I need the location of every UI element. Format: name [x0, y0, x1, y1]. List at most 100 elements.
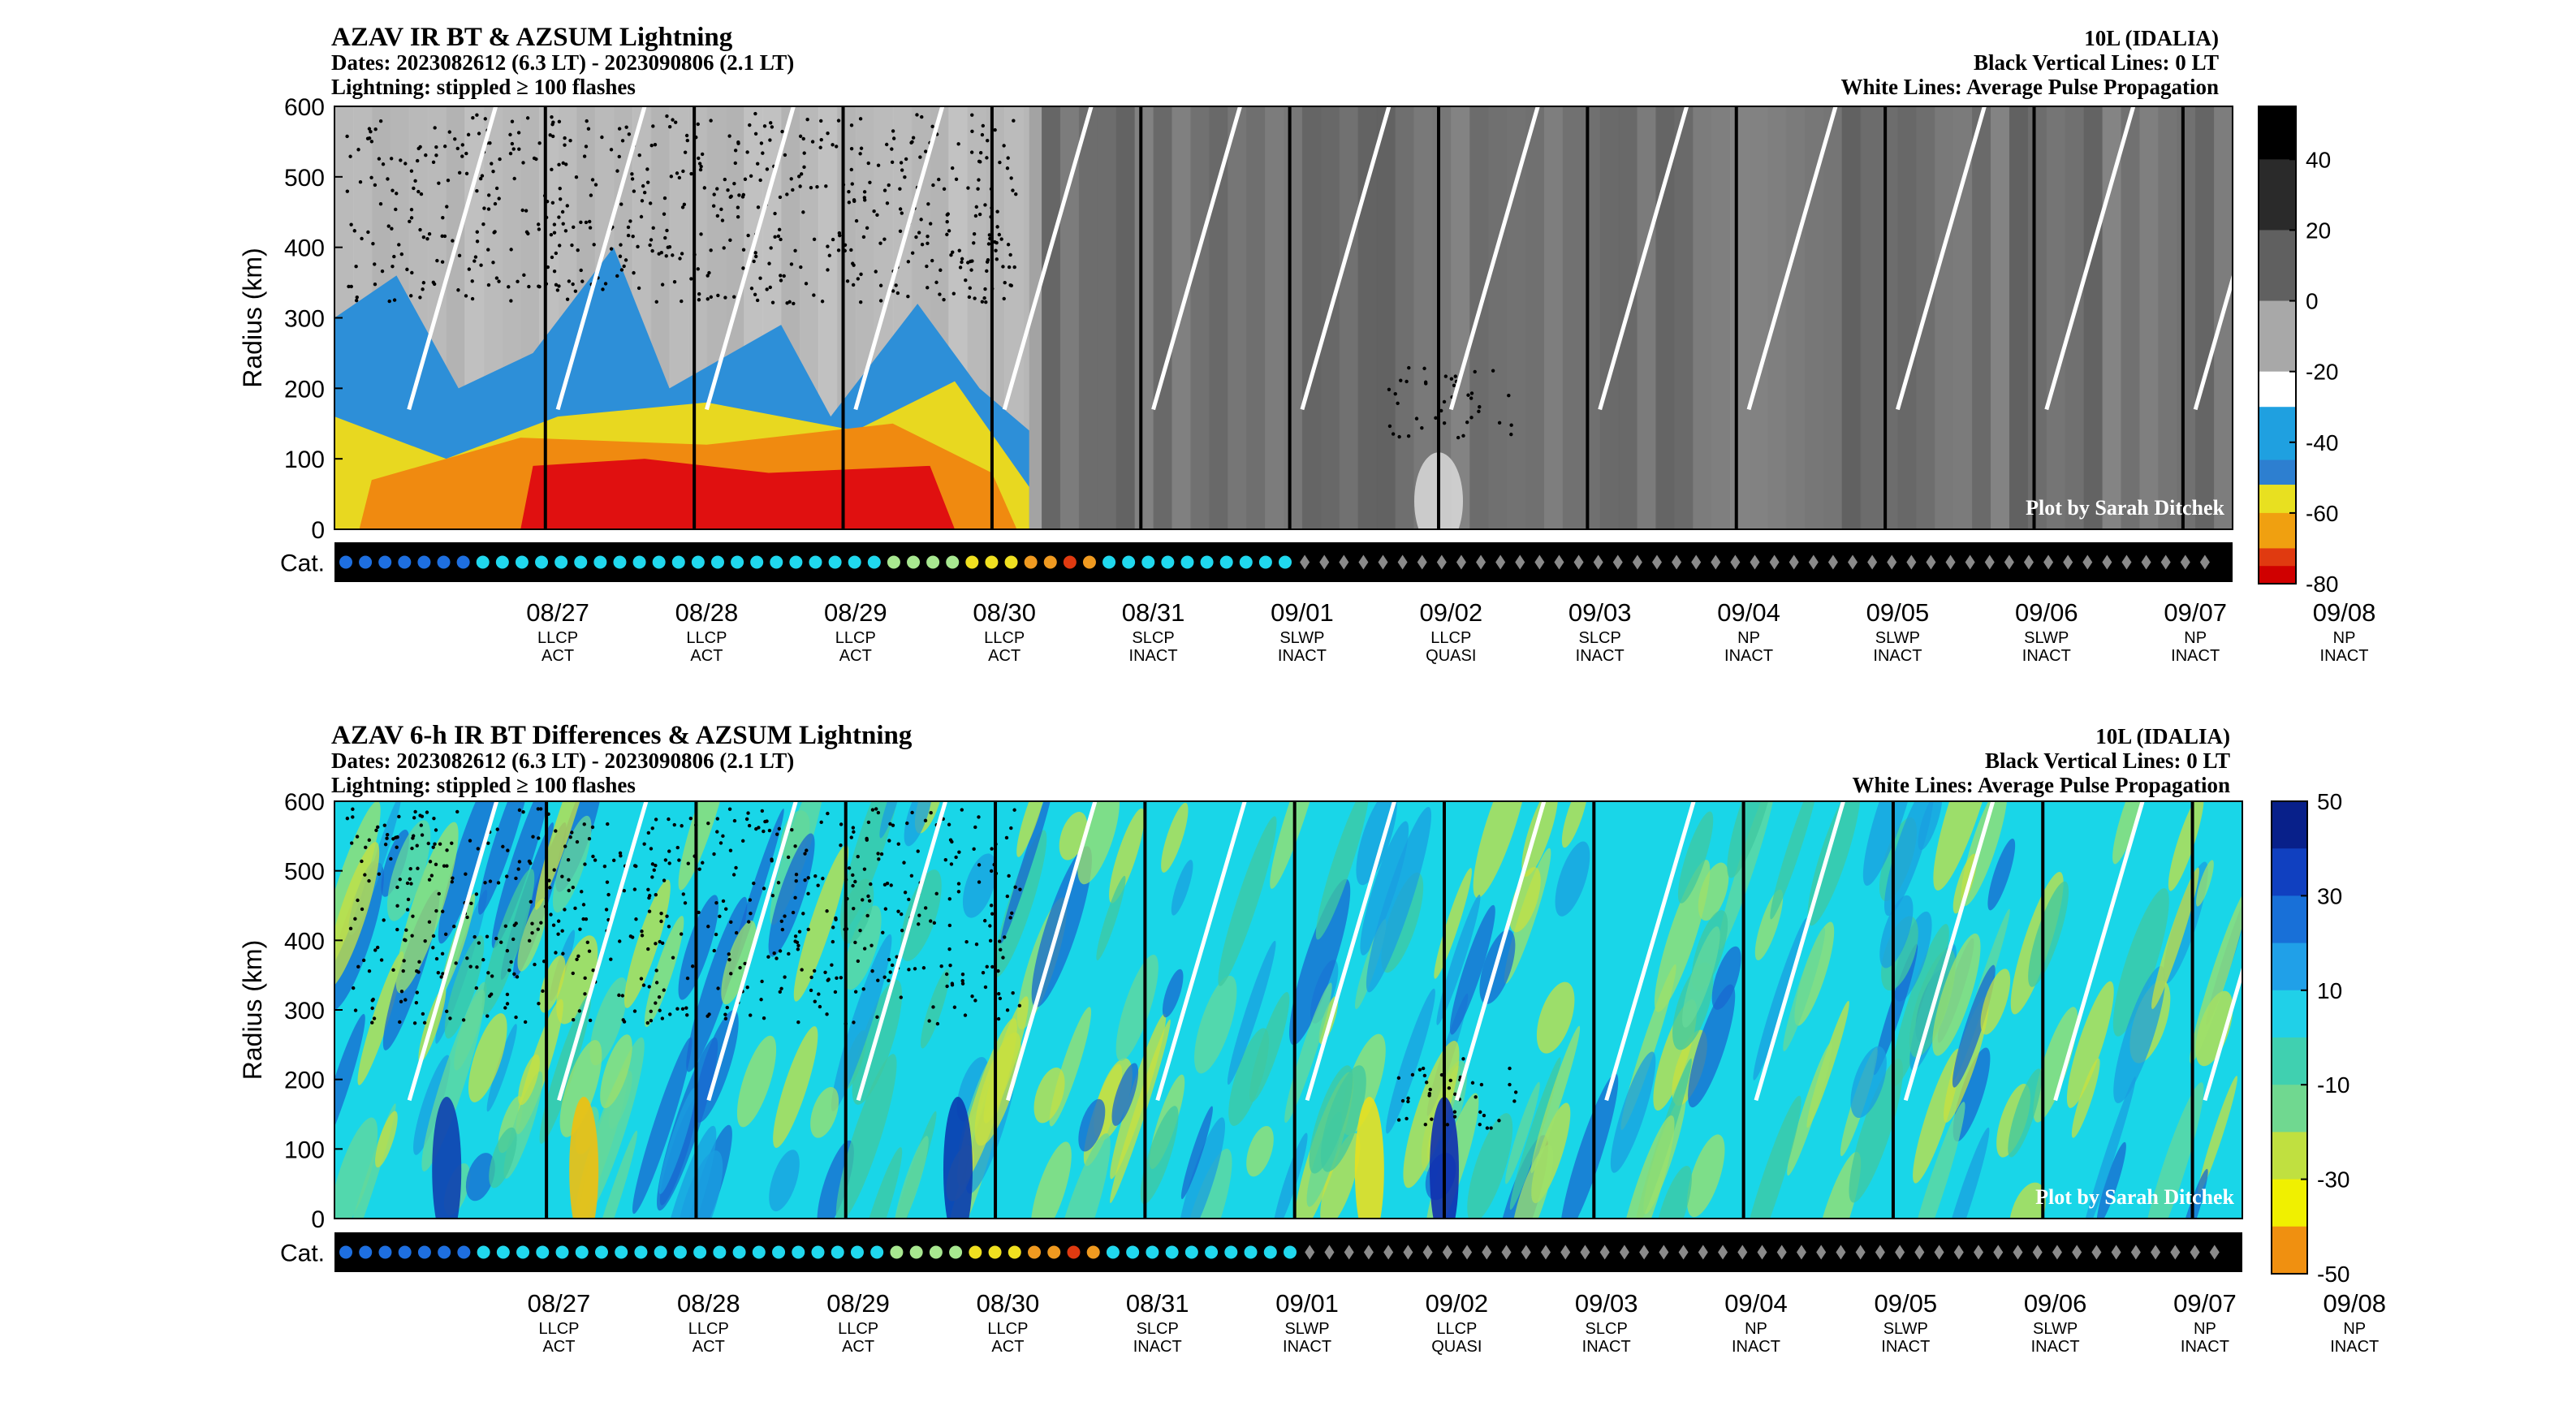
stipple-dot [361, 958, 366, 963]
stipple-dot [791, 910, 796, 915]
stipple-dot [723, 1012, 727, 1016]
stipple-dot [619, 243, 623, 247]
stipple-dot [394, 207, 398, 212]
stipple-dot [1424, 1081, 1429, 1085]
stipple-dot [530, 930, 534, 935]
stipple-dot [998, 996, 1003, 1001]
stipple-dot [696, 122, 700, 127]
difference-cell [386, 820, 431, 921]
stipple-dot [475, 230, 479, 234]
stipple-dot [689, 277, 693, 281]
stipple-dot [551, 120, 555, 124]
stipple-dot [536, 807, 541, 811]
stipple-dot [790, 827, 794, 832]
stipple-dot [659, 911, 663, 916]
category-marker [1180, 555, 1194, 569]
stipple-dot [761, 151, 765, 155]
stipple-dot [408, 877, 412, 882]
colorbar-band [2272, 990, 2307, 1038]
stipple-dot [586, 127, 591, 131]
bt-stripe [1991, 106, 2010, 529]
stipple-dot [876, 852, 880, 856]
stipple-dot [564, 162, 568, 166]
stipple-dot [654, 817, 658, 822]
stipple-dot [1507, 393, 1511, 398]
stipple-dot [875, 213, 879, 217]
stipple-dot [801, 210, 805, 214]
stipple-dot [856, 277, 861, 281]
y-tick-label: 0 [311, 1206, 325, 1233]
category-marker [965, 555, 979, 569]
stipple-dot [798, 134, 803, 139]
stipple-dot [995, 209, 999, 214]
stipple-dot [584, 220, 589, 225]
stipple-dot [369, 175, 373, 179]
stipple-dot [891, 289, 895, 293]
colorbar-tick-label: 10 [2317, 978, 2342, 1003]
difference-cell [1682, 926, 1720, 1028]
stipple-dot [431, 934, 436, 938]
stipple-dot [561, 222, 565, 226]
stipple-dot [663, 235, 667, 240]
stipple-dot [767, 261, 771, 265]
category-marker [1580, 1245, 1590, 1260]
stipple-dot [415, 843, 419, 848]
stipple-dot [464, 872, 468, 876]
stipple-dot [409, 216, 414, 220]
stipple-dot [754, 826, 758, 831]
stipple-dot [626, 233, 631, 238]
stipple-dot [512, 923, 516, 927]
category-marker [1698, 1245, 1708, 1260]
bt-stripe [1376, 106, 1396, 529]
stipple-dot [660, 283, 665, 287]
stipple-dot [445, 848, 449, 852]
stipple-dot [398, 1020, 402, 1025]
stipple-dot [797, 175, 801, 179]
stipple-dot [505, 874, 509, 878]
stipple-dot [667, 245, 672, 249]
stipple-dot [662, 212, 667, 216]
stipple-dot [882, 237, 887, 241]
stipple-dot [969, 259, 973, 264]
stipple-dot [960, 979, 964, 983]
stipple-dot [972, 241, 976, 245]
stipple-dot [1406, 434, 1411, 438]
stipple-dot [389, 856, 393, 861]
category-marker [1521, 1245, 1531, 1260]
category-marker [378, 1245, 392, 1259]
bt-stripe [1581, 106, 1601, 529]
stipple-dot [995, 225, 999, 229]
y-axis-label: Radius (km) [238, 940, 267, 1080]
stipple-dot [572, 225, 576, 230]
stipple-dot [749, 1013, 753, 1017]
stipple-dot [425, 237, 429, 241]
stipple-dot [1011, 991, 1015, 995]
stipple-dot [1396, 401, 1400, 406]
stipple-dot [981, 123, 986, 128]
stipple-dot [397, 814, 401, 819]
x-activity-label: INACT [1724, 647, 1773, 665]
stipple-dot [1470, 1081, 1475, 1085]
difference-cell [518, 1054, 540, 1106]
stipple-dot [963, 1013, 968, 1017]
stipple-dot [658, 939, 662, 944]
stipple-dot [650, 248, 654, 253]
stipple-dot [627, 132, 632, 136]
stipple-dot [1491, 369, 1495, 373]
x-stage-label: LLCP [538, 1320, 579, 1338]
x-activity-label: INACT [1283, 1338, 1331, 1356]
x-activity-label: INACT [2181, 1338, 2229, 1356]
stipple-dot [983, 203, 987, 207]
stipple-dot [775, 956, 779, 960]
difference-cell [395, 822, 459, 994]
stipple-dot [749, 912, 753, 916]
stipple-dot [507, 968, 511, 973]
category-marker [496, 1245, 510, 1259]
bt-stripe [1078, 106, 1098, 529]
x-activity-label: QUASI [1426, 647, 1476, 665]
stipple-dot [1453, 1092, 1457, 1097]
category-marker [2063, 554, 2073, 570]
stipple-dot [422, 1020, 427, 1025]
stipple-dot [865, 913, 869, 918]
stipple-dot [768, 285, 772, 290]
